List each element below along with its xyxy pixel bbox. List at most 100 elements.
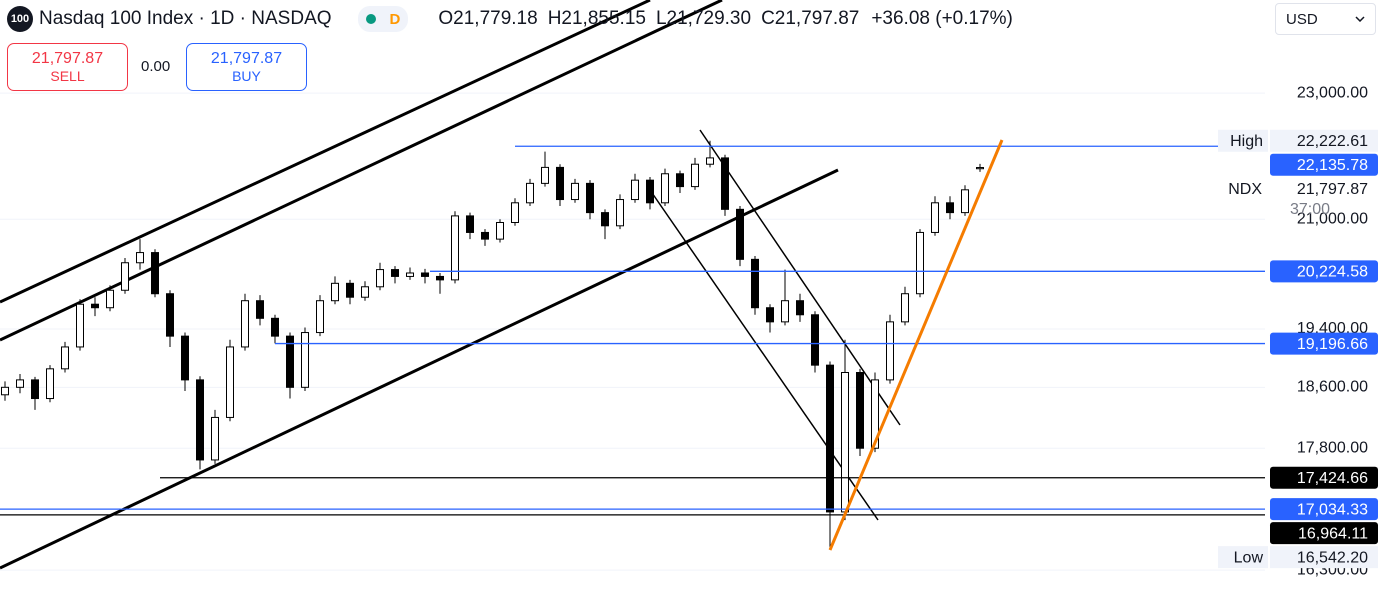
spread: 0.00 [141, 58, 171, 75]
symbol-badge: 100 [7, 6, 33, 32]
change: +36.08 (+0.17%) [871, 8, 1013, 29]
candle-body [916, 231, 924, 295]
symbol-title: Nasdaq 100 Index · 1D · NASDAQ [39, 8, 332, 29]
candle-body [166, 293, 174, 337]
candle-body [601, 212, 609, 227]
y-tick-label: 17,800.00 [1297, 439, 1368, 456]
candle-body [571, 182, 579, 201]
extreme-tag-bg [1218, 129, 1268, 152]
ohlc-key: O [438, 8, 454, 29]
ohlc: O21,779.18 H21,855.15 L21,729.30 C21,797.87 [438, 8, 859, 30]
candle-body [376, 269, 384, 288]
ohlc-item: C21,797.87 [761, 8, 859, 30]
extreme-value-bg [1270, 546, 1378, 569]
candle-body [781, 300, 789, 323]
candle-body [796, 300, 804, 316]
price-tag-label: 20,224.58 [1297, 264, 1368, 281]
candle-body [961, 189, 969, 214]
candle-body [736, 208, 744, 260]
sell-price: 21,797.87 [31, 50, 104, 67]
ohlc-item: H21,855.15 [548, 8, 646, 30]
currency: USD [1286, 10, 1318, 28]
grid [0, 92, 1265, 571]
candle-body [646, 179, 654, 204]
status-dot [365, 14, 376, 24]
candle-body [61, 346, 69, 370]
candle-body [826, 364, 834, 513]
ohlc-key: L [655, 8, 667, 29]
price-tag-label: 22,135.78 [1297, 157, 1368, 174]
sell-button[interactable]: 21,797.87 SELL [7, 43, 128, 91]
candle-body [811, 314, 819, 366]
ohlc-value: 21,779.18 [453, 8, 538, 29]
candle-body [346, 282, 354, 298]
candle-body [886, 321, 894, 381]
buy-price: 21,797.87 [210, 50, 283, 67]
candle-body [271, 317, 279, 337]
ohlc-value: 21,729.30 [666, 8, 752, 29]
drawings [0, 0, 901, 570]
countdown: 37:00 [1290, 201, 1330, 218]
candle-body [751, 258, 759, 309]
extreme-tag-bg [1218, 546, 1268, 569]
extreme-value: 16,542.20 [1297, 549, 1368, 566]
status-letter: D [389, 10, 401, 28]
price-tag-label: 19,196.66 [1297, 336, 1368, 353]
candle-body [721, 157, 729, 210]
y-tick-label: 18,600.00 [1297, 379, 1368, 396]
candle-body [451, 215, 459, 281]
candle-body [331, 282, 339, 302]
price-tag-label: 16,964.11 [1298, 525, 1368, 542]
market-status[interactable]: D [357, 6, 409, 32]
candle-body [256, 300, 264, 319]
candle-body [316, 300, 324, 334]
sell-label: SELL [50, 68, 85, 84]
price-tag [1270, 260, 1378, 283]
candle-body [181, 335, 189, 381]
candle-body [481, 231, 489, 240]
candle-body [121, 262, 129, 291]
candle-body [196, 379, 204, 461]
candle-body [301, 332, 309, 388]
extreme-tag-label: High [1230, 133, 1263, 150]
candle-body [946, 202, 954, 214]
price-tag-label: 17,034.33 [1297, 501, 1368, 518]
ohlc-key: C [761, 8, 775, 29]
buy-button[interactable]: 21,797.87 BUY [186, 43, 307, 91]
price-tag-label: 17,424.66 [1297, 470, 1368, 487]
candle-body [76, 303, 84, 348]
candle-body [706, 157, 714, 165]
price-tag [1270, 522, 1378, 545]
currency-select[interactable]: USD [1275, 3, 1376, 35]
candle-body [391, 269, 399, 277]
candle-body [841, 372, 849, 513]
price-tag [1270, 153, 1378, 176]
trend-line [649, 189, 879, 521]
candle-body [871, 379, 879, 449]
candle-body [31, 379, 39, 400]
candle-body [616, 199, 624, 227]
candle-body [106, 289, 114, 309]
channel-line [0, 0, 651, 304]
ohlc-item: L21,729.30 [656, 8, 751, 30]
trend-line [828, 139, 1004, 551]
header: 100 Nasdaq 100 Index · 1D · NASDAQ D O21… [0, 0, 1013, 38]
extreme-value-bg [1270, 129, 1378, 152]
candle-body [466, 215, 474, 233]
extreme-value: 22,222.61 [1297, 133, 1368, 150]
ohlc-item: O21,779.18 [438, 8, 537, 30]
candle-body [856, 372, 864, 449]
symbol-name: NDX [1228, 181, 1262, 198]
trend-line [699, 129, 901, 426]
candle-body [511, 202, 519, 223]
candle-body [526, 182, 534, 204]
candle-body [676, 173, 684, 188]
candle-body [496, 221, 504, 240]
candle-body [541, 166, 549, 184]
candle-body [766, 307, 774, 323]
candle-body [136, 252, 144, 264]
ohlc-value: 21,855.15 [561, 8, 646, 29]
ohlc-value: 21,797.87 [774, 8, 860, 29]
